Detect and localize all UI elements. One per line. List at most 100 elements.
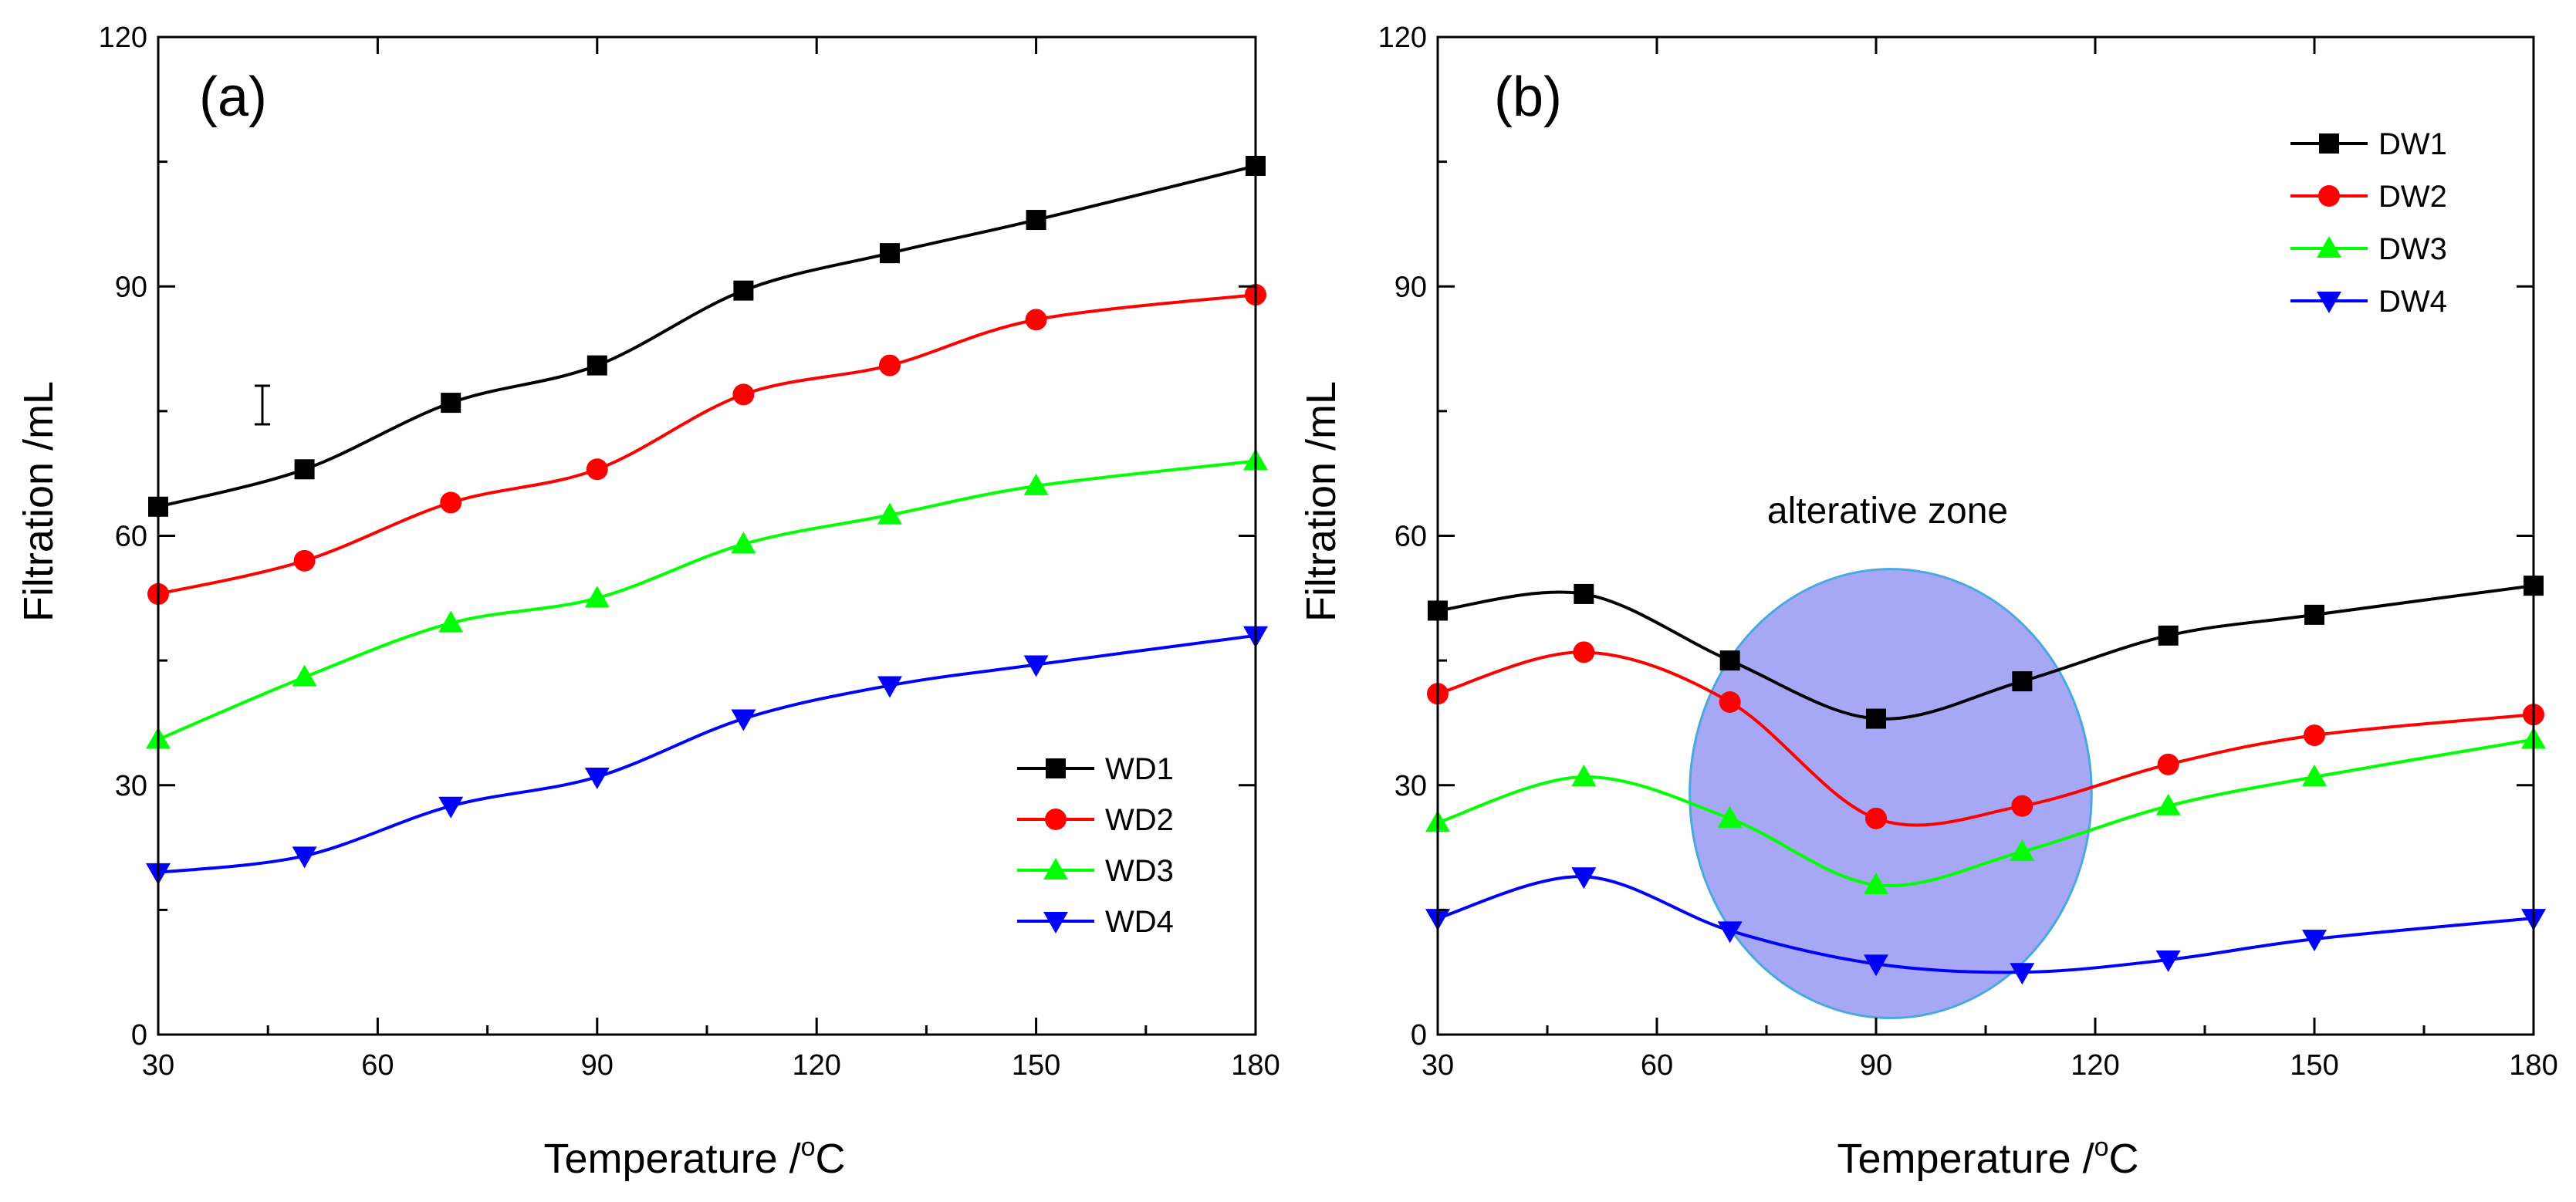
legend-symbol-wd3 bbox=[1043, 858, 1068, 880]
legend-marker-dw4 bbox=[2317, 292, 2341, 313]
legend-label-wd4: WD4 bbox=[1105, 905, 1174, 939]
data-point-dw1 bbox=[1866, 708, 1886, 729]
data-point-wd3 bbox=[731, 532, 756, 554]
data-point-wd2 bbox=[440, 491, 462, 514]
y-tick-label: 0 bbox=[131, 1019, 147, 1052]
zone-annotation-text: alterative zone bbox=[1767, 491, 2008, 532]
legend-label-wd3: WD3 bbox=[1105, 854, 1174, 888]
data-point-dw1 bbox=[1719, 650, 1740, 671]
y-tick-label: 60 bbox=[115, 521, 147, 553]
series-line-wd1 bbox=[157, 164, 1256, 508]
y-tick-label: 30 bbox=[115, 770, 147, 802]
panel-a-plot-frame bbox=[157, 35, 1257, 1036]
data-point-wd3 bbox=[877, 502, 902, 525]
data-point-dw4 bbox=[2010, 963, 2035, 985]
data-point-dw4 bbox=[2155, 950, 2181, 973]
data-point-wd4 bbox=[1023, 655, 1049, 677]
data-point-wd1 bbox=[733, 280, 754, 301]
panel-b-xlabel: Temperature /oC bbox=[1837, 1133, 2138, 1182]
data-point-dw1 bbox=[1574, 583, 1594, 604]
legend-symbol-dw2 bbox=[2318, 185, 2340, 207]
data-point-wd3 bbox=[292, 664, 317, 687]
x-tick-label: 120 bbox=[792, 1049, 840, 1082]
legend-symbol-dw4 bbox=[2317, 292, 2341, 313]
x-tick-label: 60 bbox=[1641, 1049, 1673, 1082]
y-tick-label: 120 bbox=[1378, 22, 1427, 54]
x-tick-label: 90 bbox=[581, 1049, 614, 1082]
data-point-wd2 bbox=[732, 383, 755, 406]
legend-marker-dw1 bbox=[2319, 133, 2339, 154]
panel-b-legend: DW1 DW2 DW3 DW4 bbox=[2290, 127, 2447, 319]
data-point-wd1 bbox=[880, 243, 900, 264]
data-point-dw1 bbox=[2158, 625, 2179, 646]
data-point-dw1 bbox=[2304, 604, 2324, 625]
y-tick-label: 120 bbox=[99, 22, 147, 54]
y-tick-label: 30 bbox=[1394, 770, 1427, 802]
legend-marker-wd4 bbox=[1043, 912, 1068, 934]
legend-label-wd1: WD1 bbox=[1105, 752, 1174, 786]
data-point-wd4 bbox=[731, 709, 756, 731]
series-line-wd2 bbox=[157, 293, 1256, 596]
y-tick-label: 90 bbox=[115, 271, 147, 303]
panel-b-ylabel: Filtration /mL bbox=[1298, 381, 1344, 622]
data-point-dw2 bbox=[2157, 753, 2179, 775]
data-point-wd4 bbox=[438, 796, 464, 819]
legend-label-dw1: DW1 bbox=[2378, 127, 2447, 161]
data-point-wd1 bbox=[587, 355, 607, 376]
x-tick-label: 180 bbox=[2509, 1049, 2557, 1082]
data-point-dw2 bbox=[2304, 724, 2325, 747]
legend-symbol-wd2 bbox=[1045, 809, 1067, 830]
data-point-wd3 bbox=[438, 610, 464, 633]
data-point-wd3 bbox=[584, 586, 610, 608]
data-point-wd3 bbox=[1023, 473, 1049, 495]
data-point-dw3 bbox=[1864, 873, 1888, 895]
data-point-wd1 bbox=[294, 459, 315, 480]
panel-a-label: (a) bbox=[199, 66, 267, 128]
data-point-wd2 bbox=[879, 354, 901, 376]
data-point-dw4 bbox=[1717, 921, 1743, 944]
legend-marker-wd3 bbox=[1043, 858, 1068, 880]
data-point-dw3 bbox=[2302, 764, 2327, 786]
y-tick-label: 0 bbox=[1411, 1019, 1427, 1052]
legend-marker-wd1 bbox=[1046, 758, 1066, 778]
data-point-dw3 bbox=[1717, 805, 1743, 828]
data-point-dw3 bbox=[2155, 793, 2181, 815]
legend-label-dw4: DW4 bbox=[2378, 285, 2447, 319]
legend-symbol-dw1 bbox=[2319, 133, 2339, 154]
x-tick-label: 180 bbox=[1231, 1049, 1280, 1082]
data-point-dw4 bbox=[2302, 930, 2327, 952]
data-point-dw3 bbox=[2010, 839, 2035, 861]
x-tick-label: 30 bbox=[142, 1049, 174, 1082]
data-point-wd1 bbox=[1026, 210, 1046, 231]
legend-marker-dw3 bbox=[2317, 236, 2341, 258]
data-point-wd4 bbox=[877, 676, 902, 698]
text-cursor-icon bbox=[255, 384, 270, 426]
alterative-zone-ellipse bbox=[1689, 568, 2093, 1019]
data-point-dw2 bbox=[1719, 691, 1741, 713]
data-point-dw2 bbox=[1865, 807, 1887, 829]
panel-b-label: (b) bbox=[1494, 66, 1562, 128]
data-point-wd4 bbox=[584, 767, 610, 789]
x-tick-label: 150 bbox=[2290, 1049, 2338, 1082]
legend-label-wd2: WD2 bbox=[1105, 803, 1174, 837]
data-point-dw4 bbox=[1864, 954, 1888, 977]
data-point-dw2 bbox=[1573, 641, 1595, 663]
legend-symbol-dw3 bbox=[2317, 236, 2341, 258]
data-point-wd4 bbox=[292, 846, 317, 869]
legend-label-dw3: DW3 bbox=[2378, 232, 2447, 266]
y-tick-label: 60 bbox=[1394, 521, 1427, 553]
x-tick-label: 90 bbox=[1860, 1049, 1892, 1082]
data-point-dw4 bbox=[1571, 867, 1597, 890]
panel-a-ylabel: Filtration /mL bbox=[15, 381, 62, 622]
legend-symbol-wd4 bbox=[1043, 912, 1068, 934]
x-tick-label: 60 bbox=[361, 1049, 394, 1082]
x-tick-label: 150 bbox=[1012, 1049, 1060, 1082]
legend-symbol-wd1 bbox=[1046, 758, 1066, 778]
data-point-wd1 bbox=[441, 393, 461, 414]
data-point-wd2 bbox=[1025, 309, 1047, 331]
panel-a-xlabel: Temperature /oC bbox=[543, 1133, 845, 1182]
data-point-dw3 bbox=[1571, 764, 1597, 786]
